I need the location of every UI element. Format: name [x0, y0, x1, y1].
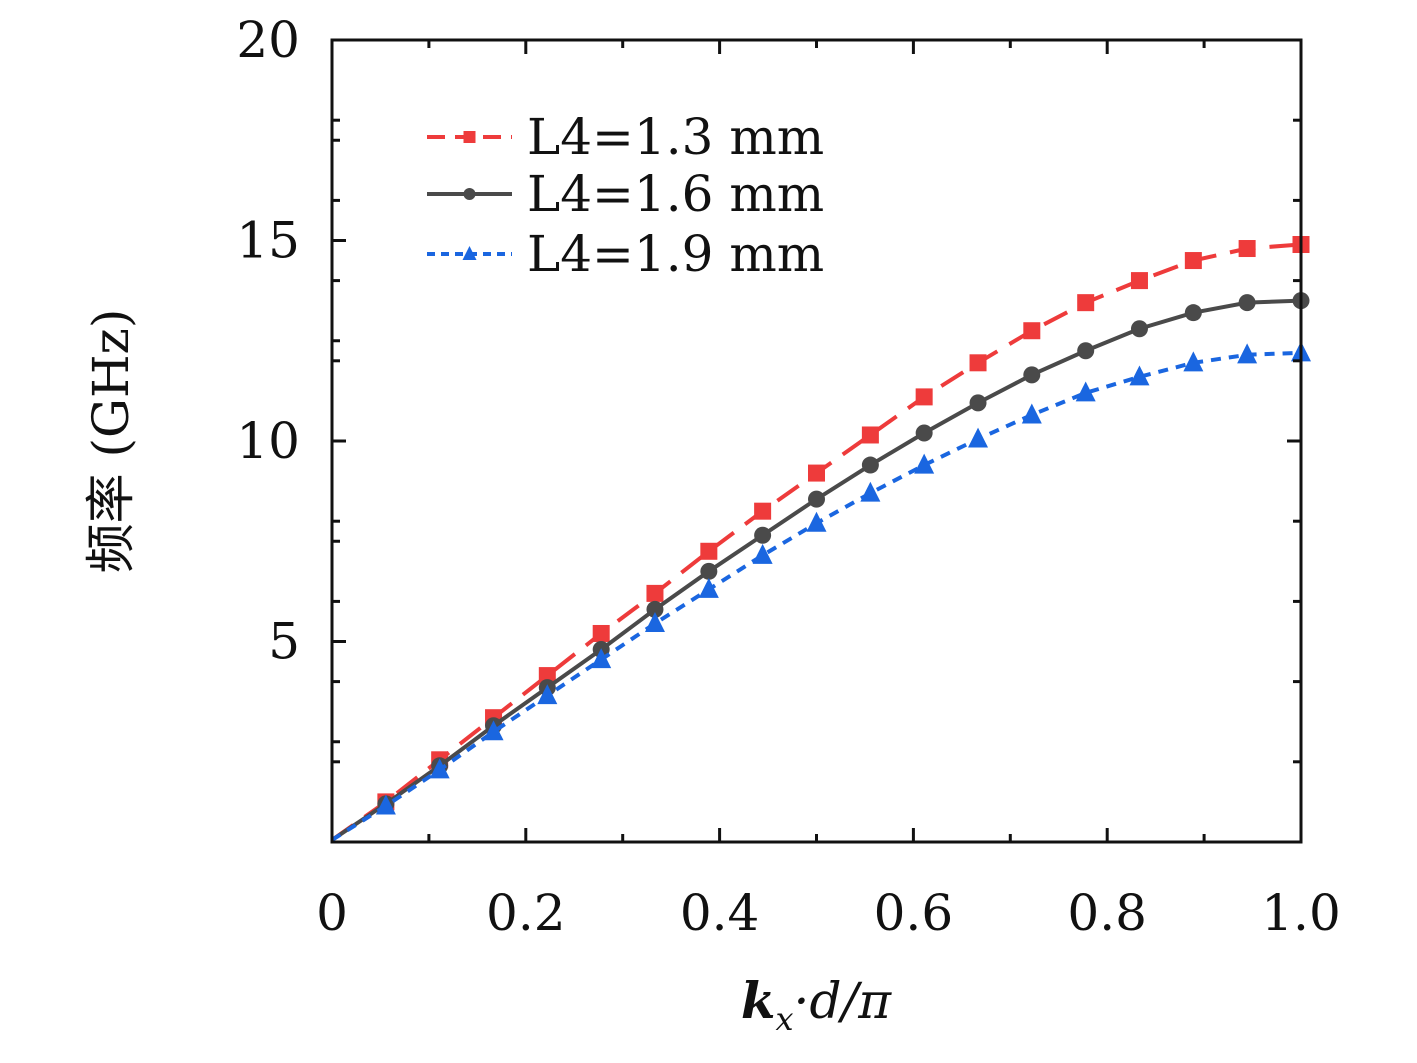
data-point — [1238, 240, 1256, 258]
series-3 — [330, 341, 1311, 842]
data-point — [375, 794, 396, 815]
data-point — [1023, 366, 1041, 384]
legend-label: L4=1.9 mm — [527, 225, 824, 283]
x-tick-label: 0.8 — [1067, 884, 1147, 942]
data-point — [646, 584, 664, 602]
data-point — [969, 354, 987, 372]
x-tick-label: 0.6 — [874, 884, 954, 942]
y-tick-label: 10 — [236, 412, 300, 470]
legend-entry: L4=1.6 mm — [427, 165, 824, 223]
x-tick-label: 0.4 — [680, 884, 760, 942]
data-point — [537, 684, 558, 705]
data-point — [1130, 272, 1148, 290]
data-point — [861, 426, 879, 444]
data-point — [644, 612, 665, 633]
data-point — [1077, 294, 1095, 312]
data-point — [1237, 343, 1258, 364]
data-point — [1077, 342, 1095, 360]
series-1 — [330, 236, 1310, 842]
plot-marks — [330, 236, 1311, 842]
y-tick-label: 20 — [236, 11, 300, 69]
data-point — [1129, 365, 1150, 386]
data-point — [808, 490, 825, 508]
data-point — [538, 667, 556, 685]
y-tick-label: 15 — [236, 212, 300, 270]
data-point — [592, 624, 610, 642]
y-axis-title: 频率 (GHz) — [82, 309, 140, 574]
data-point — [698, 577, 719, 598]
x-tick-label: 0 — [316, 884, 348, 942]
x-axis-title-k: k — [741, 971, 776, 1030]
data-point — [429, 758, 450, 779]
legend-marker — [463, 188, 476, 200]
series-line — [330, 298, 1302, 842]
data-point — [754, 502, 772, 520]
series-line — [330, 242, 1302, 842]
data-point — [1184, 304, 1202, 322]
data-point — [914, 453, 935, 474]
legend-marker — [463, 131, 476, 143]
data-point — [915, 424, 933, 442]
x-tick-label: 1.0 — [1261, 884, 1341, 942]
legend-entry: L4=1.9 mm — [427, 225, 824, 283]
data-point — [483, 720, 504, 741]
y-tick-label: 5 — [268, 613, 300, 671]
data-point — [1238, 294, 1256, 312]
x-axis-title: kx·d/π — [741, 971, 892, 1038]
data-point — [646, 600, 664, 618]
data-point — [968, 427, 989, 448]
data-point — [1130, 320, 1148, 338]
legend-label: L4=1.6 mm — [527, 165, 824, 223]
data-point — [861, 456, 879, 474]
data-point — [1021, 403, 1042, 424]
legend-marker — [462, 246, 477, 260]
data-point — [1184, 252, 1202, 270]
data-point — [754, 526, 772, 544]
y-tick-labels: 5 10 15 20 — [236, 11, 300, 671]
legend-label: L4=1.3 mm — [527, 108, 824, 166]
series-line — [330, 350, 1302, 842]
data-point — [1023, 322, 1041, 340]
x-axis-title-rest: ·d/π — [794, 972, 893, 1030]
data-point — [808, 464, 825, 482]
x-tick-labels: 0 0.2 0.4 0.6 0.8 1.0 — [316, 884, 1341, 942]
data-point — [591, 648, 612, 669]
x-axis-title-sub: x — [776, 1000, 794, 1038]
data-point — [700, 542, 718, 560]
series-2 — [330, 292, 1310, 842]
data-point — [915, 388, 933, 406]
data-point — [700, 562, 718, 580]
x-tick-label: 0.2 — [486, 884, 566, 942]
data-point — [1183, 351, 1204, 372]
axis-ticks — [330, 38, 1303, 844]
data-point — [860, 481, 881, 502]
data-point — [806, 511, 827, 532]
data-point — [752, 543, 773, 564]
legend-entry: L4=1.3 mm — [427, 108, 824, 166]
data-point — [1075, 381, 1096, 402]
data-point — [969, 394, 987, 412]
